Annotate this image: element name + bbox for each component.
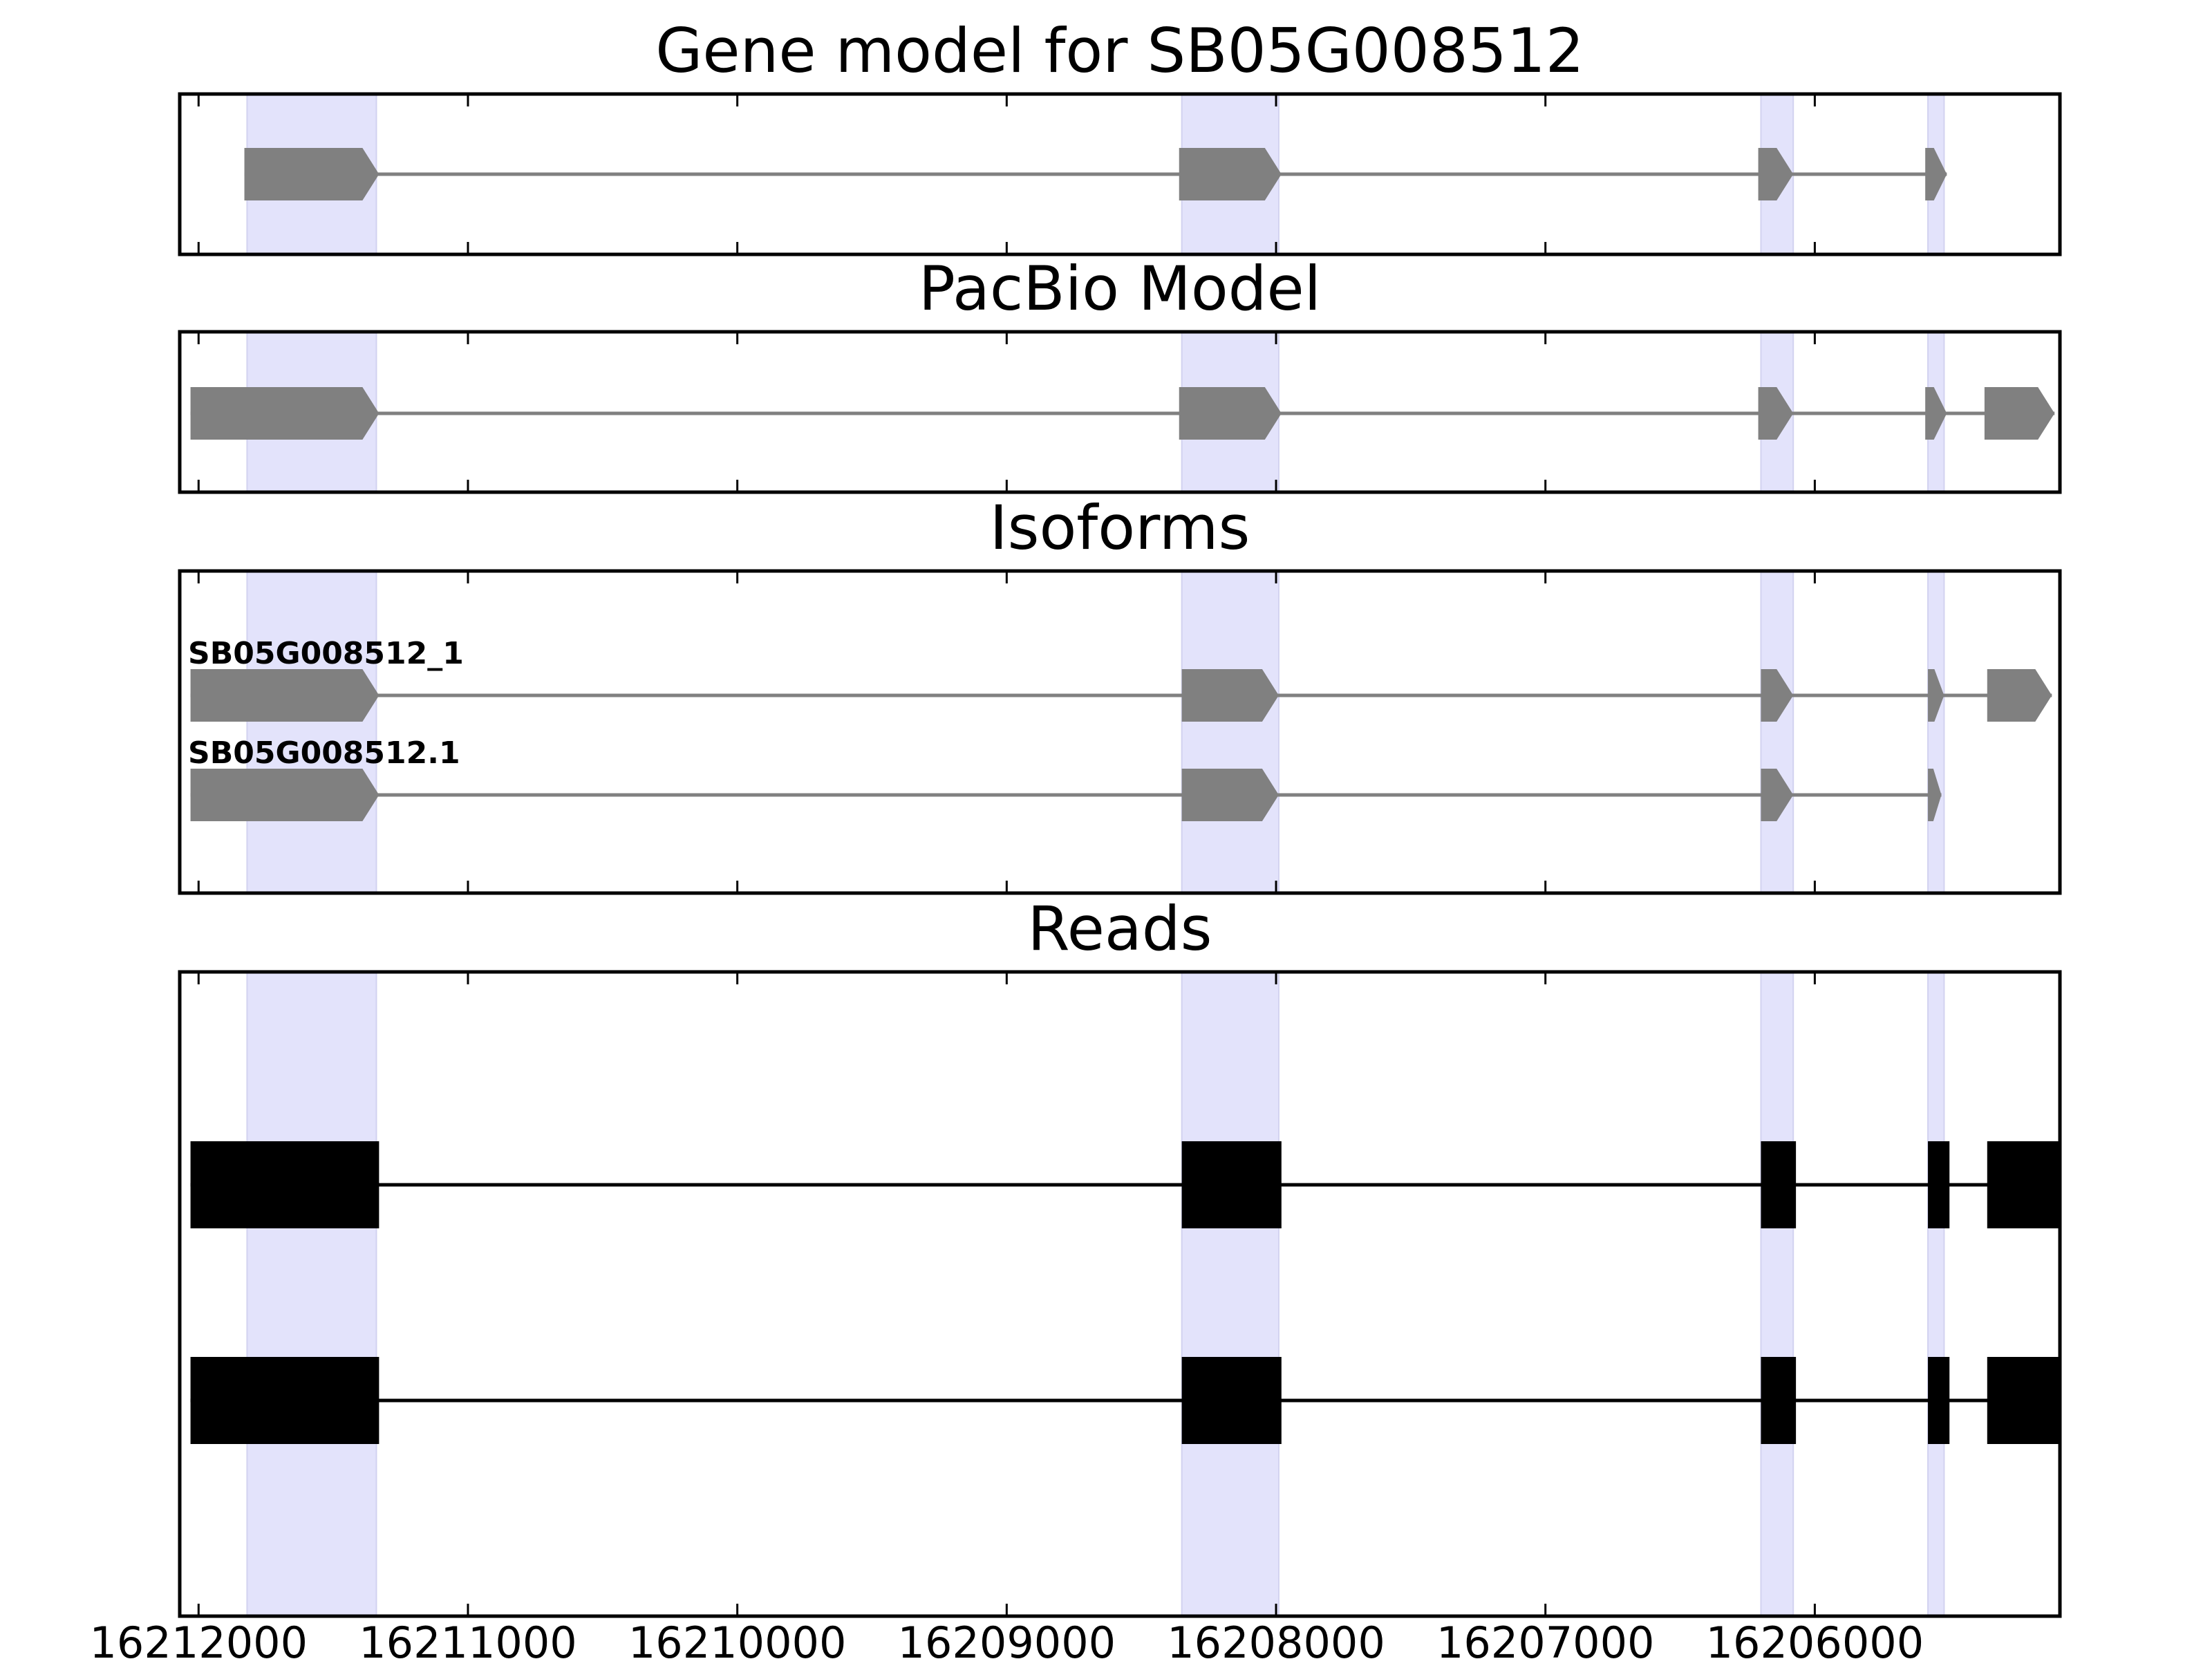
panel-frame [178, 330, 2062, 494]
exon-block [1179, 387, 1282, 440]
track-group: SB05G008512_1 SB05G008512.1 [188, 636, 2052, 821]
tick-mark-group [197, 332, 1816, 492]
exon-highlight-band [1927, 971, 1945, 1617]
exon-block [1761, 769, 1794, 821]
exon-block [1984, 387, 2055, 440]
panel-frame [178, 970, 2062, 1618]
x-tick-label: 16208000 [1167, 1618, 1385, 1659]
exon-highlight-band [246, 570, 377, 894]
panel-gene-model: Gene model for SB05G008512 [178, 15, 2062, 256]
exon-highlight-group [246, 971, 1945, 1617]
exon-block [1181, 769, 1279, 821]
x-axis-tick-labels: 16212000 16211000 16210000 16209000 16208000… [89, 1618, 1924, 1659]
exon-block [1758, 387, 1794, 440]
tick-mark-group [197, 94, 1816, 254]
panel-title: Reads [1028, 893, 1212, 964]
exon-block [244, 148, 379, 200]
exon-highlight-band [1181, 971, 1280, 1617]
tick-mark-group [197, 571, 1816, 893]
x-tick-label: 16212000 [89, 1618, 308, 1659]
x-tick-label: 16207000 [1436, 1618, 1655, 1659]
read-exon-block [190, 1141, 379, 1228]
exon-block [1925, 387, 1947, 440]
read-exon-block [1181, 1357, 1282, 1444]
read-exon-block [1987, 1357, 2060, 1444]
track-group [190, 1141, 2060, 1444]
tick-mark-group [197, 972, 1816, 1616]
panel-frame [178, 569, 2062, 895]
panel-reads: Reads [178, 893, 2062, 1618]
exon-highlight-band [1760, 971, 1794, 1617]
panel-pacbio-model: PacBio Model [178, 253, 2062, 494]
exon-block [1925, 148, 1947, 200]
read-exon-block [1761, 1357, 1797, 1444]
x-tick-label: 16211000 [359, 1618, 577, 1659]
exon-block [1179, 148, 1282, 200]
exon-block [190, 669, 379, 722]
panel-title: PacBio Model [919, 253, 1321, 324]
read-exon-block [1928, 1357, 1950, 1444]
panel-isoforms: SB05G008512_1 SB05G008512.1 Isoforms [178, 492, 2062, 895]
x-tick-label: 16210000 [628, 1618, 847, 1659]
panel-title: Gene model for SB05G008512 [655, 15, 1584, 86]
exon-block [1928, 669, 1944, 722]
exon-block [190, 769, 379, 821]
isoform-label: SB05G008512.1 [188, 735, 460, 771]
exon-block [1181, 669, 1279, 722]
exon-block [1987, 669, 2052, 722]
track-group [244, 148, 1947, 200]
isoform-label: SB05G008512_1 [188, 636, 464, 671]
read-exon-block [1761, 1141, 1797, 1228]
panel-title: Isoforms [990, 492, 1250, 563]
read-exon-block [1181, 1141, 1282, 1228]
exon-highlight-band [1760, 570, 1794, 894]
exon-highlight-band [1181, 570, 1280, 894]
x-tick-label: 16206000 [1706, 1618, 1924, 1659]
exon-block [1758, 148, 1794, 200]
track-group [190, 387, 2055, 440]
exon-block [1761, 669, 1794, 722]
x-tick-label: 16209000 [898, 1618, 1116, 1659]
exon-block [190, 387, 379, 440]
panel-frame [178, 92, 2062, 256]
read-exon-block [1987, 1141, 2060, 1228]
exon-highlight-group [246, 570, 1945, 894]
exon-block [1928, 769, 1942, 821]
exon-highlight-band [246, 971, 377, 1617]
read-exon-block [1928, 1141, 1950, 1228]
read-exon-block [190, 1357, 379, 1444]
exon-highlight-band [1927, 570, 1945, 894]
